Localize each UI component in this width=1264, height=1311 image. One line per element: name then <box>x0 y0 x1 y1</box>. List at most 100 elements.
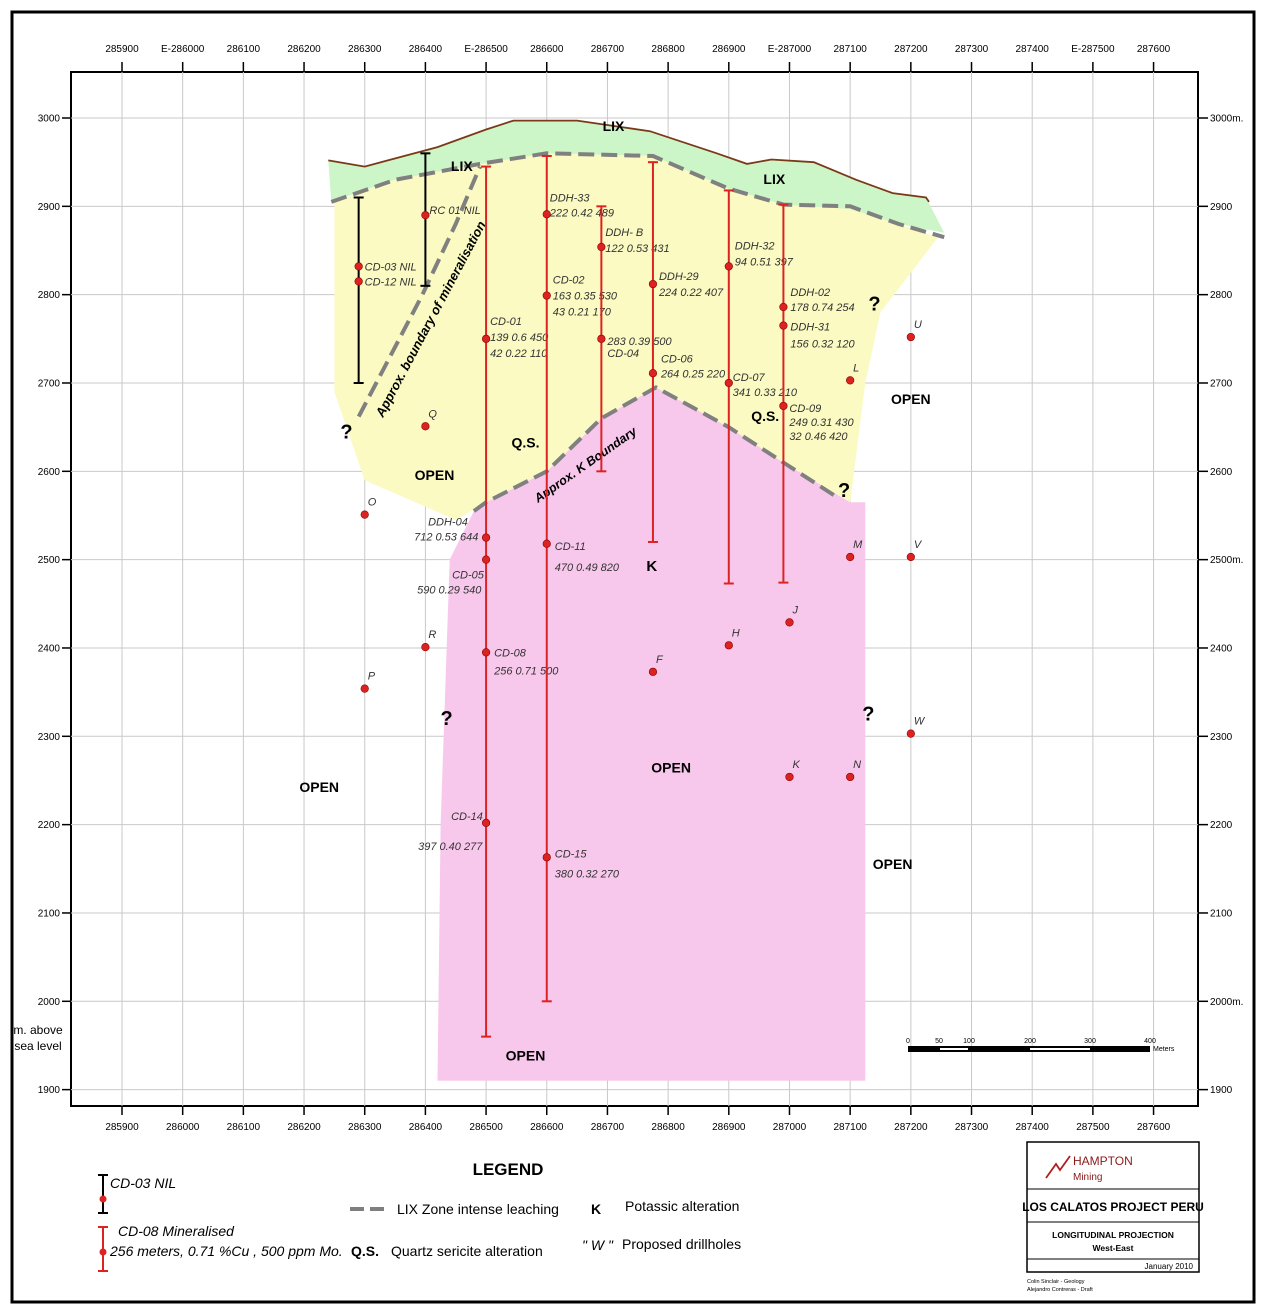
drillhole-label: 712 0.53 644 <box>414 532 478 544</box>
proposed-drillhole-dot <box>846 552 855 562</box>
top-axis-label: E-287500 <box>1071 44 1115 55</box>
right-axis-label: 2600 <box>1210 467 1233 478</box>
bottom-axis-label: 287100 <box>833 1122 867 1133</box>
drillhole-label: DDH-04 <box>428 517 468 529</box>
left-axis-label: 2700 <box>38 378 61 389</box>
drillhole-label: CD-04 <box>607 348 639 360</box>
proposed-drillhole-dot <box>648 667 658 676</box>
potassic-zone <box>437 387 866 1081</box>
legend-nil-dot-icon <box>99 1195 107 1203</box>
left-axis-label: 2300 <box>38 732 61 743</box>
title-block-date: January 2010 <box>1145 1262 1194 1271</box>
drillhole-label: 380 0.32 270 <box>555 868 620 880</box>
bottom-axis-label: 286400 <box>409 1122 443 1133</box>
drillhole-label: 178 0.74 254 <box>790 302 854 314</box>
scale-tick: 400 <box>1144 1038 1156 1045</box>
proposed-drillhole-dot <box>906 552 915 562</box>
left-axis-label: 2400 <box>38 643 61 654</box>
zone-label-open-3: OPEN <box>299 779 339 795</box>
drillhole-intercept-dot <box>779 401 788 411</box>
credit-draft: Alejandro Contreras - Draft <box>1027 1287 1093 1293</box>
zone-label-lix-2: LIX <box>603 118 625 134</box>
right-axis-label: 2800 <box>1210 290 1233 301</box>
bottom-axis-label: 286600 <box>530 1122 564 1133</box>
proposed-drillhole-dot <box>846 376 855 385</box>
scale-unit: Meters <box>1153 1046 1175 1053</box>
bottom-axis-label: 286700 <box>591 1122 625 1133</box>
bottom-axis-label: 286300 <box>348 1122 382 1133</box>
credit-geology: Colin Sinclair - Geology <box>1027 1279 1085 1285</box>
left-axis-label: 2800 <box>38 290 61 301</box>
bottom-axis-label: 287000 <box>773 1122 807 1133</box>
left-axis-label: 2900 <box>38 202 61 213</box>
drillhole-label: CD-09 <box>789 403 821 415</box>
drillhole-intercept-dot <box>648 279 658 289</box>
proposed-drillhole-label: F <box>656 654 664 666</box>
axis-units-line2: sea level <box>14 1039 61 1053</box>
lix-boundary-dashed-line <box>330 151 945 240</box>
drillhole-label: CD-01 <box>490 316 522 328</box>
legend-min-label-1: CD-08 Mineralised <box>118 1223 235 1239</box>
scale-tick: 100 <box>963 1038 975 1045</box>
drillhole-label: 94 0.51 397 <box>735 256 794 268</box>
top-axis-label: 285900 <box>105 44 139 55</box>
top-axis-label: 286100 <box>227 44 261 55</box>
proposed-drillhole-dot <box>846 772 855 782</box>
drillholes: CD-03 NIL CD-12 NIL RC 01 NIL CD-01 139 0.6 … <box>353 152 856 1038</box>
mineralisation-boundary-dashed-line <box>356 165 482 418</box>
drillhole-label: CD-07 <box>733 372 766 384</box>
bottom-axis-label: 286500 <box>469 1122 503 1133</box>
legend-lix-label: LIX Zone intense leaching <box>397 1201 559 1217</box>
zone-label-lix-1: LIX <box>451 158 473 174</box>
drillhole-label: 139 0.6 450 <box>490 332 549 344</box>
top-axis-label: 286200 <box>287 44 321 55</box>
right-axis-label: 2400 <box>1210 643 1233 654</box>
top-axis-label: 287300 <box>955 44 989 55</box>
legend-w-label: Proposed drillholes <box>622 1236 741 1252</box>
legend-k-key: K <box>591 1201 601 1217</box>
proposed-drillholes: U L Q O M V J R H F P W K N <box>360 319 926 782</box>
proposed-drillhole-label: R <box>428 629 436 641</box>
right-axis-label: 2500m. <box>1210 555 1243 566</box>
project-title: LOS CALATOS PROJECT PERU <box>1022 1200 1204 1214</box>
drillhole-label: DDH-02 <box>790 287 830 299</box>
drillhole-label: 222 0.42 489 <box>549 207 614 219</box>
top-axis-label: 286700 <box>591 44 625 55</box>
drillhole-label: DDH-29 <box>659 271 699 283</box>
proposed-drillhole-dot <box>421 642 430 652</box>
drillhole-label: 590 0.29 540 <box>417 585 482 597</box>
proposed-drillhole-dot <box>906 332 915 342</box>
zone-label-open-6: OPEN <box>506 1047 546 1063</box>
top-axis-label: 286600 <box>530 44 564 55</box>
hampton-logo-mountain-icon <box>1045 1155 1071 1179</box>
zone-label-open-5: OPEN <box>873 856 913 872</box>
zone-label-open-1: OPEN <box>415 467 455 483</box>
bottom-axis-label: 285900 <box>105 1122 139 1133</box>
proposed-drillhole-label: P <box>368 671 376 683</box>
right-axis-label: 2900 <box>1210 202 1233 213</box>
drillhole-label: DDH- B <box>605 227 643 239</box>
top-axis-label: E-286500 <box>464 44 508 55</box>
scale-bar-white-segment <box>940 1048 968 1050</box>
drillhole-label: 224 0.22 407 <box>658 287 724 299</box>
proposed-drillhole-label: J <box>791 604 798 616</box>
drillhole-label: 122 0.53 431 <box>605 243 669 255</box>
proposed-drillhole-dot <box>360 684 369 693</box>
bottom-axis-label: 287400 <box>1016 1122 1050 1133</box>
legend-min-label-2: 256 meters, 0.71 %Cu , 500 ppm Mo. <box>109 1243 343 1259</box>
scale-tick: 300 <box>1084 1038 1096 1045</box>
drillhole-label: 264 0.25 220 <box>660 368 726 380</box>
legend-qs-key: Q.S. <box>351 1243 379 1259</box>
legend-min-dot-icon <box>99 1248 107 1256</box>
legend-nil-label: CD-03 NIL <box>110 1175 176 1191</box>
drillhole-label: CD-06 <box>661 353 694 365</box>
drillhole-intercept-dot <box>542 853 551 862</box>
drillhole-label: CD-14 <box>451 811 483 823</box>
left-axis-label: 2500 <box>38 555 61 566</box>
zone-label-qs-2: Q.S. <box>751 408 779 424</box>
drillhole-label: 256 0.71 500 <box>493 665 559 677</box>
company-name: HAMPTON <box>1073 1154 1133 1168</box>
drillhole-intercept-dot <box>354 262 363 271</box>
scale-bar-white-segment <box>1030 1048 1090 1050</box>
